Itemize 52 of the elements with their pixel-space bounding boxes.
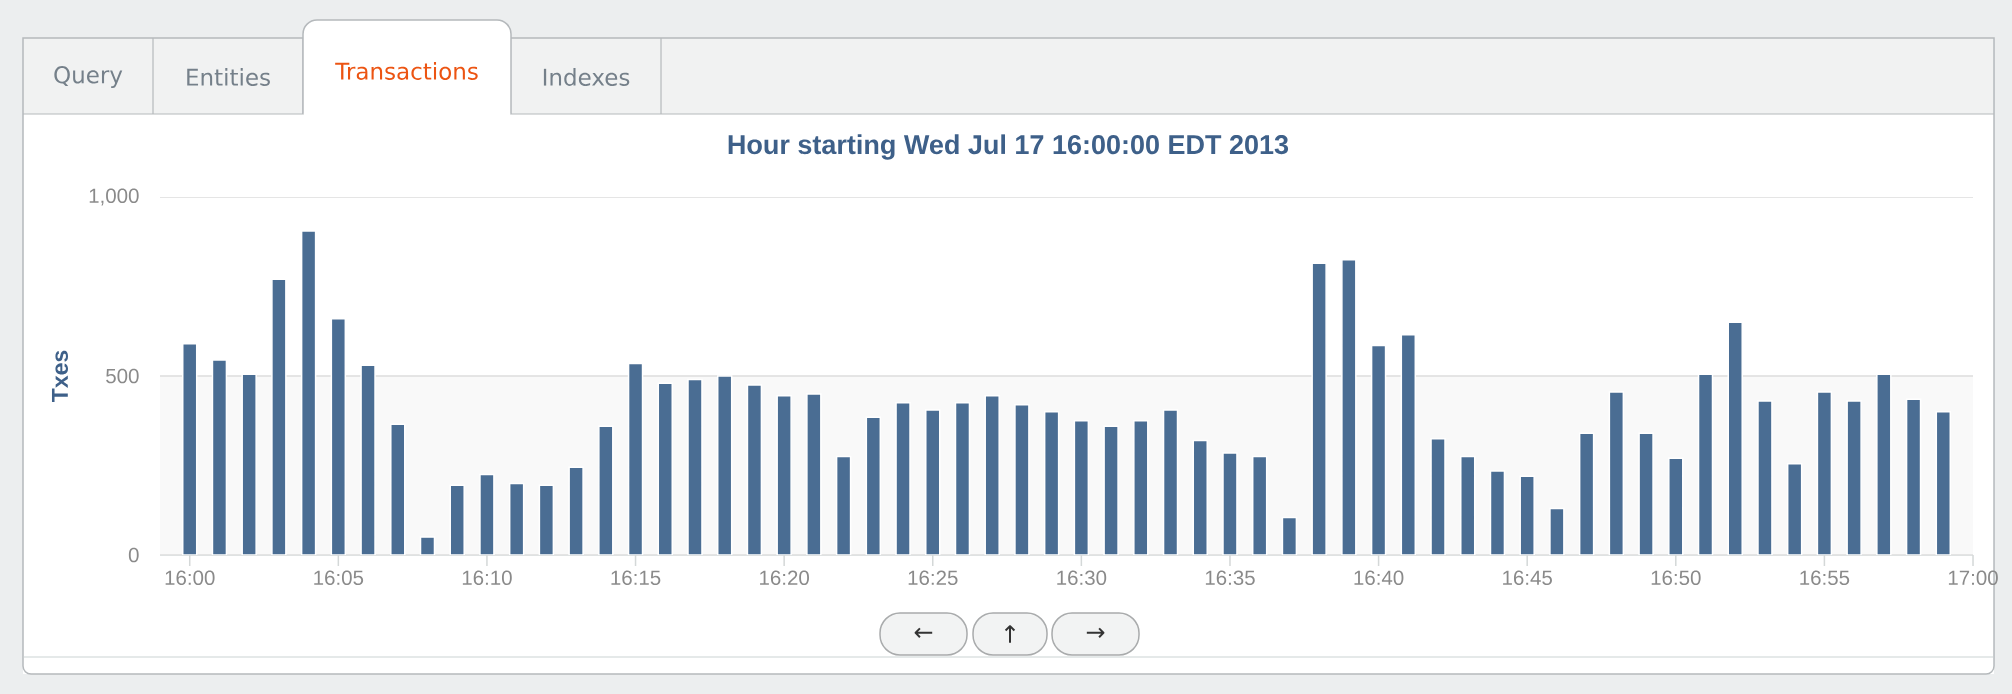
bar (1400, 334, 1417, 556)
bar (1786, 462, 1803, 556)
text: ↑ (1004, 625, 1016, 643)
chart-title: Hour starting Wed Jul 17 16:00:00 EDT 2013 (728, 134, 1289, 160)
y-tick-label: 0 (128, 547, 139, 563)
bar (330, 317, 347, 556)
bar (1608, 391, 1625, 556)
bar (1935, 411, 1952, 556)
text: Transactions (335, 62, 478, 80)
x-tick-label: 16:45 (1503, 570, 1552, 586)
x-tick-label: 16:20 (760, 570, 809, 586)
bar (1578, 432, 1595, 556)
bar (538, 484, 555, 556)
bar (746, 384, 763, 556)
bar (211, 359, 228, 556)
bar (1489, 470, 1506, 556)
x-tick-label: 16:40 (1354, 570, 1404, 586)
bar (716, 375, 733, 556)
text: Indexes (543, 68, 630, 86)
x-tick-label: 16:05 (314, 570, 364, 586)
bar (1073, 420, 1090, 556)
bar (1697, 373, 1714, 556)
bar (181, 343, 198, 556)
x-tick-label: 16:15 (611, 570, 661, 586)
x-tick-label: 16:35 (1205, 570, 1255, 586)
x-tick-label: 16:55 (1800, 570, 1850, 586)
bar (865, 416, 882, 556)
x-tick-label: 17:00 (1948, 570, 1998, 586)
bar (627, 362, 644, 556)
text: → (1086, 627, 1105, 638)
bar (1251, 455, 1268, 556)
y-tick-label: 500 (106, 368, 139, 384)
text: Query (54, 66, 123, 88)
x-tick-label: 16:25 (908, 570, 958, 586)
bar (1816, 391, 1833, 556)
bar (300, 230, 317, 556)
y-axis-title: Txes (51, 350, 69, 402)
text: ← (914, 627, 933, 638)
x-tick-label: 16:50 (1651, 570, 1701, 586)
y-tick-label: 1,000 (89, 188, 139, 206)
x-tick-label: 16:10 (462, 570, 512, 586)
bar (1043, 411, 1060, 556)
bar (835, 455, 852, 556)
bar (657, 382, 673, 556)
text: Entities (187, 68, 270, 86)
bar (954, 402, 971, 556)
bar (1162, 409, 1179, 556)
x-tick-label: 16:30 (1057, 570, 1107, 586)
bar (1370, 344, 1387, 556)
bar (508, 482, 525, 556)
x-tick-label: 16:00 (165, 570, 215, 586)
bar (1905, 398, 1922, 556)
